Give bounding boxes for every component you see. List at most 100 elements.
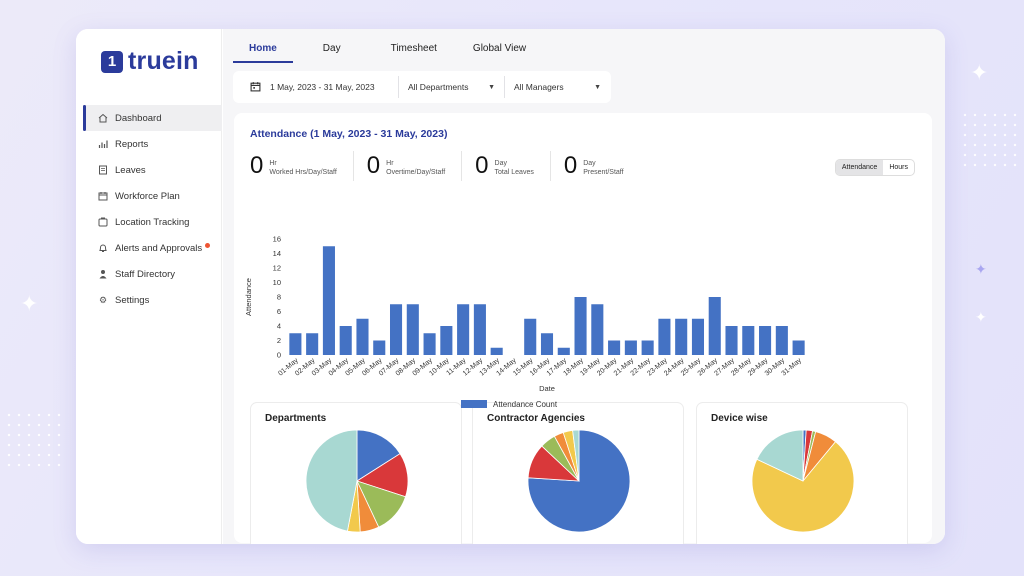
- date-range-picker[interactable]: 1 May, 2023 - 31 May, 2023: [233, 81, 398, 94]
- pie-slice[interactable]: [572, 429, 580, 482]
- sidebar-item-workforce-plan[interactable]: Workforce Plan: [83, 183, 222, 209]
- y-tick-label: 8: [277, 293, 281, 302]
- calendar-icon: [250, 81, 261, 94]
- bar[interactable]: [557, 347, 570, 355]
- stat-overtime: 0 Hr Overtime/Day/Staff: [367, 151, 463, 181]
- departments-pie-card: Departments: [250, 402, 462, 544]
- pie-title: Device wise: [711, 413, 768, 424]
- bar[interactable]: [608, 340, 621, 356]
- bar[interactable]: [742, 326, 755, 355]
- attendance-bar-chart: 0246810121416Attendance01-May02-May03-Ma…: [244, 235, 805, 393]
- bar-chart-icon: [98, 139, 108, 149]
- pie-slice[interactable]: [305, 429, 358, 532]
- sidebar-item-label: Alerts and Approvals: [115, 242, 203, 254]
- bar[interactable]: [289, 333, 302, 355]
- tab-home[interactable]: Home: [233, 37, 293, 63]
- dot-pattern: [4, 410, 64, 470]
- stat-unit: Hr: [386, 159, 394, 167]
- sidebar-item-label: Staff Directory: [115, 268, 176, 280]
- stat-total-leaves: 0 Day Total Leaves: [475, 151, 551, 181]
- sidebar-item-label: Location Tracking: [115, 216, 190, 228]
- bar[interactable]: [759, 326, 772, 355]
- bar[interactable]: [675, 318, 688, 355]
- document-icon: [98, 165, 108, 175]
- sidebar-item-alerts[interactable]: Alerts and Approvals: [83, 235, 222, 261]
- sidebar-item-label: Leaves: [115, 164, 146, 176]
- stat-label: Overtime/Day/Staff: [386, 169, 446, 176]
- sidebar-nav: Dashboard Reports Leaves Workforce Plan: [83, 105, 222, 313]
- bar[interactable]: [574, 297, 587, 355]
- attendance-hours-toggle: Attendance Hours: [834, 159, 915, 176]
- stat-unit: Day: [494, 159, 507, 167]
- stat-present: 0 Day Present/Staff: [564, 151, 640, 181]
- bar[interactable]: [423, 333, 436, 355]
- bar[interactable]: [306, 333, 319, 355]
- bar[interactable]: [624, 340, 637, 356]
- bar[interactable]: [490, 347, 503, 355]
- bar[interactable]: [691, 318, 705, 355]
- bar[interactable]: [322, 246, 335, 355]
- brand-logo[interactable]: 1 truein: [101, 47, 199, 76]
- y-tick-label: 14: [273, 249, 281, 258]
- bar[interactable]: [473, 304, 486, 355]
- bar[interactable]: [641, 340, 654, 356]
- device-wise-pie-chart: [751, 429, 855, 533]
- bar[interactable]: [356, 318, 369, 355]
- pie-slice[interactable]: [756, 429, 804, 482]
- bar[interactable]: [339, 326, 352, 355]
- departments-pie-chart: [305, 429, 409, 533]
- stat-label: Total Leaves: [494, 169, 534, 176]
- bar[interactable]: [658, 318, 671, 355]
- tab-day[interactable]: Day: [322, 43, 341, 54]
- department-select[interactable]: All Departments ▼: [398, 76, 504, 98]
- caret-down-icon: ▼: [594, 83, 601, 91]
- stat-label: Worked Hrs/Day/Staff: [269, 169, 337, 176]
- sidebar-item-settings[interactable]: ⚙ Settings: [83, 287, 222, 313]
- y-tick-label: 2: [277, 336, 281, 345]
- contractor-agencies-pie-card: Contractor Agencies: [472, 402, 684, 544]
- logo-mark: 1: [101, 50, 123, 73]
- bar[interactable]: [440, 326, 453, 355]
- toggle-attendance[interactable]: Attendance: [835, 160, 884, 175]
- filter-bar: 1 May, 2023 - 31 May, 2023 All Departmen…: [233, 71, 611, 103]
- bar[interactable]: [406, 304, 419, 355]
- toggle-hours[interactable]: Hours: [889, 164, 908, 171]
- bar[interactable]: [524, 318, 537, 355]
- manager-select[interactable]: All Managers ▼: [504, 76, 610, 98]
- bar[interactable]: [775, 326, 788, 355]
- logo-text: truein: [128, 47, 199, 75]
- sidebar-item-label: Workforce Plan: [115, 190, 180, 202]
- device-wise-pie-card: Device wise: [696, 402, 908, 544]
- y-tick-label: 16: [273, 235, 281, 244]
- sidebar-item-location-tracking[interactable]: Location Tracking: [83, 209, 222, 235]
- bar[interactable]: [457, 304, 470, 355]
- bar[interactable]: [792, 340, 805, 356]
- sidebar-item-leaves[interactable]: Leaves: [83, 157, 222, 183]
- sidebar-item-reports[interactable]: Reports: [83, 131, 222, 157]
- pie-slice[interactable]: [751, 441, 855, 533]
- bar[interactable]: [389, 304, 403, 355]
- sparkle-icon: ✦: [975, 309, 987, 325]
- sidebar-item-staff-directory[interactable]: Staff Directory: [83, 261, 222, 287]
- stat-value: 0: [563, 152, 578, 179]
- bar[interactable]: [591, 304, 604, 355]
- stat-value: 0: [250, 152, 264, 179]
- tab-timesheet[interactable]: Timesheet: [390, 43, 437, 54]
- legend-label: Attendance Count: [493, 400, 558, 409]
- sidebar-item-dashboard[interactable]: Dashboard: [83, 105, 222, 131]
- tab-global-view[interactable]: Global View: [472, 43, 527, 54]
- gear-icon: ⚙: [98, 294, 108, 305]
- app-window: 1 truein Dashboard Reports Leaves: [76, 29, 945, 544]
- x-axis-label: Date: [539, 384, 555, 393]
- bar[interactable]: [708, 297, 721, 355]
- bar[interactable]: [373, 340, 386, 356]
- top-tabs: Home Day Timesheet Global View: [233, 37, 542, 63]
- bar[interactable]: [725, 326, 738, 355]
- y-tick-label: 0: [277, 351, 281, 360]
- bar[interactable]: [540, 333, 554, 355]
- date-range-value: 1 May, 2023 - 31 May, 2023: [270, 82, 375, 92]
- notification-badge: [205, 242, 211, 248]
- pie-slice[interactable]: [356, 429, 401, 482]
- stat-label: Present/Staff: [583, 169, 624, 176]
- sidebar: 1 truein Dashboard Reports Leaves: [76, 29, 222, 544]
